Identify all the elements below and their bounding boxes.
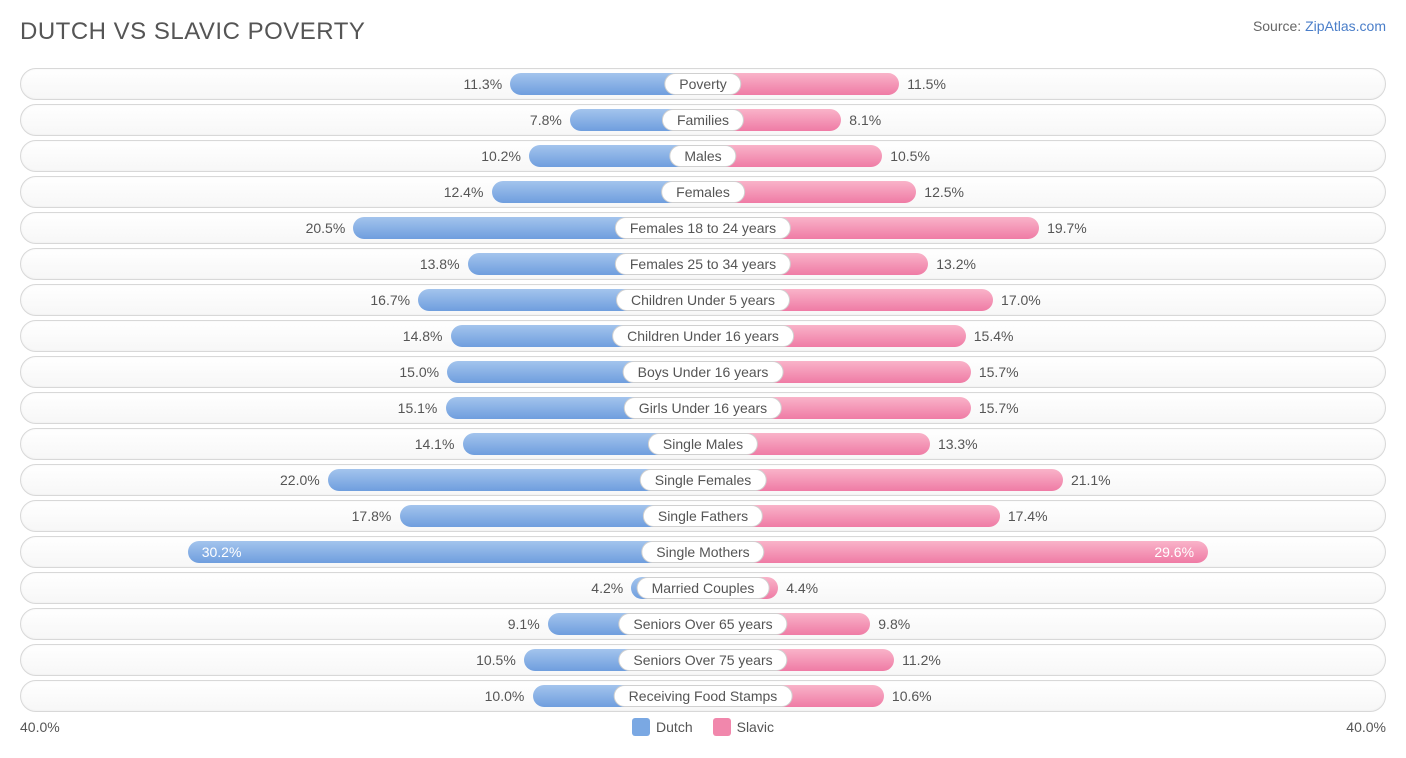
category-label: Single Fathers bbox=[643, 505, 763, 527]
category-label: Boys Under 16 years bbox=[623, 361, 784, 383]
value-left: 4.2% bbox=[591, 580, 623, 596]
value-left: 15.1% bbox=[398, 400, 438, 416]
category-label: Poverty bbox=[664, 73, 741, 95]
legend-item-dutch: Dutch bbox=[632, 718, 693, 736]
value-right: 29.6% bbox=[1154, 544, 1194, 560]
source-link[interactable]: ZipAtlas.com bbox=[1305, 18, 1386, 34]
value-left: 10.0% bbox=[485, 688, 525, 704]
value-left: 7.8% bbox=[530, 112, 562, 128]
bar-row: 14.8% 15.4% Children Under 16 years bbox=[20, 320, 1386, 352]
category-label: Single Males bbox=[648, 433, 758, 455]
category-label: Married Couples bbox=[637, 577, 770, 599]
value-right: 15.7% bbox=[979, 364, 1019, 380]
value-left: 30.2% bbox=[202, 544, 242, 560]
legend: Dutch Slavic bbox=[632, 718, 774, 736]
bar-row: 15.0% 15.7% Boys Under 16 years bbox=[20, 356, 1386, 388]
bar-row: 30.2% 29.6% Single Mothers bbox=[20, 536, 1386, 568]
category-label: Families bbox=[662, 109, 744, 131]
value-left: 10.2% bbox=[481, 148, 521, 164]
value-left: 22.0% bbox=[280, 472, 320, 488]
value-right: 4.4% bbox=[786, 580, 818, 596]
value-left: 12.4% bbox=[444, 184, 484, 200]
legend-swatch-dutch bbox=[632, 718, 650, 736]
bar-row: 4.2% 4.4% Married Couples bbox=[20, 572, 1386, 604]
bar-row: 13.8% 13.2% Females 25 to 34 years bbox=[20, 248, 1386, 280]
category-label: Seniors Over 75 years bbox=[618, 649, 787, 671]
category-label: Children Under 16 years bbox=[612, 325, 794, 347]
bar-row: 15.1% 15.7% Girls Under 16 years bbox=[20, 392, 1386, 424]
category-label: Females bbox=[661, 181, 745, 203]
value-left: 16.7% bbox=[370, 292, 410, 308]
legend-swatch-slavic bbox=[713, 718, 731, 736]
category-label: Children Under 5 years bbox=[616, 289, 790, 311]
value-left: 15.0% bbox=[399, 364, 439, 380]
value-left: 14.8% bbox=[403, 328, 443, 344]
legend-label-dutch: Dutch bbox=[656, 719, 693, 735]
value-left: 14.1% bbox=[415, 436, 455, 452]
value-right: 13.2% bbox=[936, 256, 976, 272]
category-label: Females 25 to 34 years bbox=[615, 253, 791, 275]
bar-row: 11.3% 11.5% Poverty bbox=[20, 68, 1386, 100]
chart-title: DUTCH VS SLAVIC POVERTY bbox=[20, 18, 365, 46]
value-right: 10.6% bbox=[892, 688, 932, 704]
bar-row: 14.1% 13.3% Single Males bbox=[20, 428, 1386, 460]
bar-row: 22.0% 21.1% Single Females bbox=[20, 464, 1386, 496]
value-right: 8.1% bbox=[849, 112, 881, 128]
category-label: Males bbox=[669, 145, 736, 167]
axis-row: 40.0% Dutch Slavic 40.0% bbox=[20, 718, 1386, 736]
axis-right-max: 40.0% bbox=[1346, 719, 1386, 735]
category-label: Females 18 to 24 years bbox=[615, 217, 791, 239]
bar-row: 12.4% 12.5% Females bbox=[20, 176, 1386, 208]
bar-row: 9.1% 9.8% Seniors Over 65 years bbox=[20, 608, 1386, 640]
bar-row: 10.0% 10.6% Receiving Food Stamps bbox=[20, 680, 1386, 712]
legend-label-slavic: Slavic bbox=[737, 719, 774, 735]
value-left: 10.5% bbox=[476, 652, 516, 668]
value-right: 13.3% bbox=[938, 436, 978, 452]
value-left: 20.5% bbox=[306, 220, 346, 236]
bar-right bbox=[703, 541, 1208, 563]
value-right: 11.2% bbox=[902, 652, 941, 668]
category-label: Single Females bbox=[640, 469, 767, 491]
source-label: Source: bbox=[1253, 18, 1301, 34]
axis-left-max: 40.0% bbox=[20, 719, 60, 735]
value-right: 9.8% bbox=[878, 616, 910, 632]
bar-row: 10.2% 10.5% Males bbox=[20, 140, 1386, 172]
category-label: Seniors Over 65 years bbox=[618, 613, 787, 635]
bar-left bbox=[188, 541, 703, 563]
category-label: Single Mothers bbox=[641, 541, 764, 563]
bar-row: 7.8% 8.1% Families bbox=[20, 104, 1386, 136]
value-left: 11.3% bbox=[463, 76, 502, 92]
value-right: 12.5% bbox=[924, 184, 964, 200]
value-right: 11.5% bbox=[907, 76, 946, 92]
category-label: Girls Under 16 years bbox=[624, 397, 782, 419]
value-right: 17.4% bbox=[1008, 508, 1048, 524]
category-label: Receiving Food Stamps bbox=[614, 685, 793, 707]
legend-item-slavic: Slavic bbox=[713, 718, 774, 736]
bar-row: 10.5% 11.2% Seniors Over 75 years bbox=[20, 644, 1386, 676]
value-left: 17.8% bbox=[352, 508, 392, 524]
value-left: 9.1% bbox=[508, 616, 540, 632]
value-left: 13.8% bbox=[420, 256, 460, 272]
value-right: 21.1% bbox=[1071, 472, 1111, 488]
value-right: 19.7% bbox=[1047, 220, 1087, 236]
value-right: 15.7% bbox=[979, 400, 1019, 416]
value-right: 17.0% bbox=[1001, 292, 1041, 308]
bar-chart: 11.3%11.5%Poverty7.8%8.1%Families10.2%10… bbox=[20, 68, 1386, 712]
bar-row: 17.8% 17.4% Single Fathers bbox=[20, 500, 1386, 532]
bar-row: 16.7% 17.0% Children Under 5 years bbox=[20, 284, 1386, 316]
value-right: 15.4% bbox=[974, 328, 1014, 344]
value-right: 10.5% bbox=[890, 148, 930, 164]
chart-source: Source: ZipAtlas.com bbox=[1253, 18, 1386, 34]
bar-row: 20.5% 19.7% Females 18 to 24 years bbox=[20, 212, 1386, 244]
chart-header: DUTCH VS SLAVIC POVERTY Source: ZipAtlas… bbox=[20, 18, 1386, 46]
